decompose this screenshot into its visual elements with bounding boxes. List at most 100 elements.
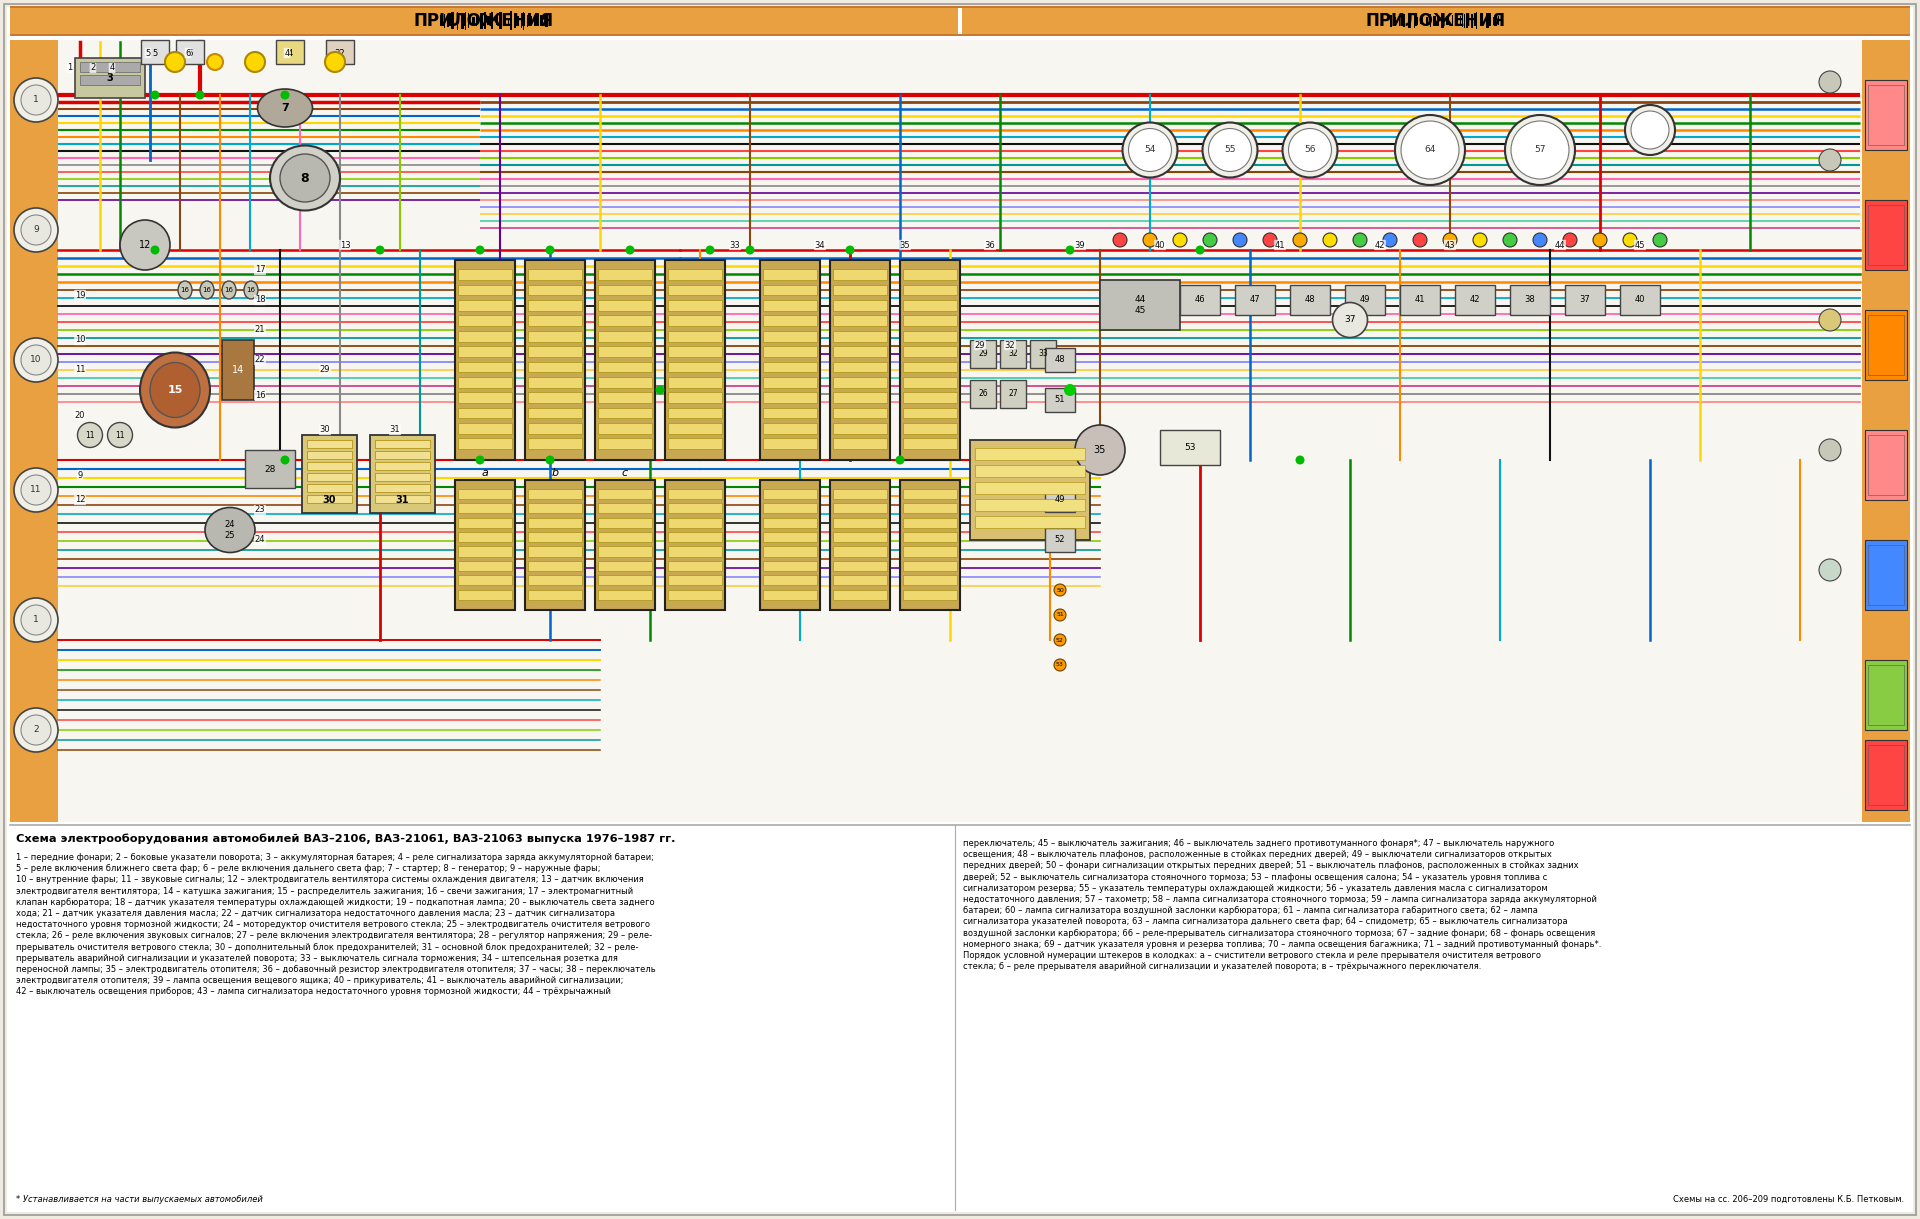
Ellipse shape (150, 362, 200, 417)
Bar (668, 561, 722, 570)
Bar (1181, 285, 1219, 315)
Text: батареи; 60 – лампа сигнализатора воздушной заслонки карбюратора; 61 – лампа сиг: батареи; 60 – лампа сигнализатора воздуш… (964, 906, 1538, 915)
Text: 31: 31 (390, 425, 399, 434)
Ellipse shape (1114, 233, 1127, 247)
Bar (962, 9, 1910, 34)
Bar (246, 450, 296, 488)
Ellipse shape (1208, 128, 1252, 172)
Bar (1390, 15, 1392, 27)
Text: 31: 31 (396, 495, 409, 505)
Bar (833, 503, 887, 513)
Bar (1864, 80, 1907, 150)
Text: 28: 28 (265, 464, 276, 473)
Ellipse shape (77, 423, 102, 447)
Text: 3: 3 (108, 73, 113, 83)
Bar (307, 473, 351, 482)
Bar (1868, 666, 1905, 725)
Ellipse shape (13, 599, 58, 642)
Bar (499, 12, 501, 29)
Text: 1: 1 (33, 616, 38, 624)
Bar (1864, 310, 1907, 380)
Bar (1494, 17, 1496, 26)
Ellipse shape (1402, 121, 1459, 179)
Bar (833, 531, 887, 542)
Text: 45: 45 (1634, 240, 1645, 250)
Bar (307, 440, 351, 449)
Bar (140, 40, 169, 65)
Bar (595, 260, 655, 460)
Text: 16: 16 (180, 286, 190, 293)
Text: 34: 34 (814, 240, 826, 250)
Ellipse shape (21, 716, 52, 745)
Bar (1480, 16, 1482, 26)
Bar (597, 518, 653, 528)
Text: 50: 50 (1056, 588, 1064, 592)
Bar (528, 269, 582, 280)
Bar (81, 76, 140, 85)
Text: 44
45: 44 45 (1135, 295, 1146, 315)
Bar (1864, 430, 1907, 500)
Text: 36: 36 (985, 240, 995, 250)
Bar (459, 423, 513, 434)
Bar (10, 40, 58, 822)
Text: 35: 35 (1094, 445, 1106, 455)
Bar (668, 377, 722, 388)
Ellipse shape (1354, 233, 1367, 247)
Ellipse shape (545, 456, 555, 464)
Text: 32: 32 (1004, 340, 1016, 350)
Bar (459, 575, 513, 585)
Text: 35: 35 (900, 240, 910, 250)
Bar (459, 330, 513, 341)
Text: 43: 43 (1444, 240, 1455, 250)
Bar (459, 503, 513, 513)
Bar (668, 503, 722, 513)
Bar (762, 503, 818, 513)
Text: 12: 12 (75, 495, 84, 505)
Text: 10 – внутренние фары; 11 – звуковые сигналы; 12 – электродвигатель вентилятора с: 10 – внутренние фары; 11 – звуковые сигн… (15, 875, 643, 885)
Text: 13: 13 (340, 240, 349, 250)
Text: 2: 2 (33, 725, 38, 735)
Bar (530, 16, 532, 26)
Bar (902, 330, 956, 341)
Bar (528, 377, 582, 388)
Bar (1862, 40, 1910, 822)
Text: 53: 53 (1185, 444, 1196, 452)
Ellipse shape (21, 85, 52, 115)
Bar (1235, 285, 1275, 315)
Bar (762, 546, 818, 557)
Ellipse shape (705, 245, 714, 255)
Bar (1864, 740, 1907, 809)
Bar (762, 377, 818, 388)
Bar (1404, 13, 1405, 27)
Text: 44: 44 (1555, 240, 1565, 250)
Bar (480, 13, 484, 29)
Bar (668, 423, 722, 434)
Text: 27: 27 (1008, 390, 1018, 399)
Ellipse shape (545, 245, 555, 255)
Bar (762, 269, 818, 280)
Bar (1044, 347, 1075, 372)
Bar (1868, 205, 1905, 265)
Bar (762, 316, 818, 327)
Bar (374, 440, 430, 449)
Text: 4: 4 (109, 63, 115, 72)
Ellipse shape (1505, 115, 1574, 185)
Text: 1: 1 (33, 95, 38, 105)
Ellipse shape (376, 245, 384, 255)
Ellipse shape (150, 90, 159, 100)
Ellipse shape (223, 282, 236, 299)
Text: сигнализатора указателей поворота; 63 – лампа сигнализатора дальнего света фар; : сигнализатора указателей поворота; 63 – … (964, 918, 1567, 926)
Text: 64: 64 (1425, 145, 1436, 155)
Text: переносной лампы; 35 – электродвигатель отопителя; 36 – добавочный резистор элек: переносной лампы; 35 – электродвигатель … (15, 965, 655, 974)
Bar (459, 300, 513, 311)
Text: 41: 41 (1415, 295, 1425, 305)
Bar (902, 316, 956, 327)
Text: 24
25: 24 25 (225, 521, 236, 540)
Ellipse shape (13, 78, 58, 122)
Bar (668, 316, 722, 327)
Text: 51: 51 (1056, 612, 1064, 618)
Bar (668, 531, 722, 542)
Bar (451, 12, 453, 29)
Bar (307, 462, 351, 471)
Bar (524, 480, 586, 610)
